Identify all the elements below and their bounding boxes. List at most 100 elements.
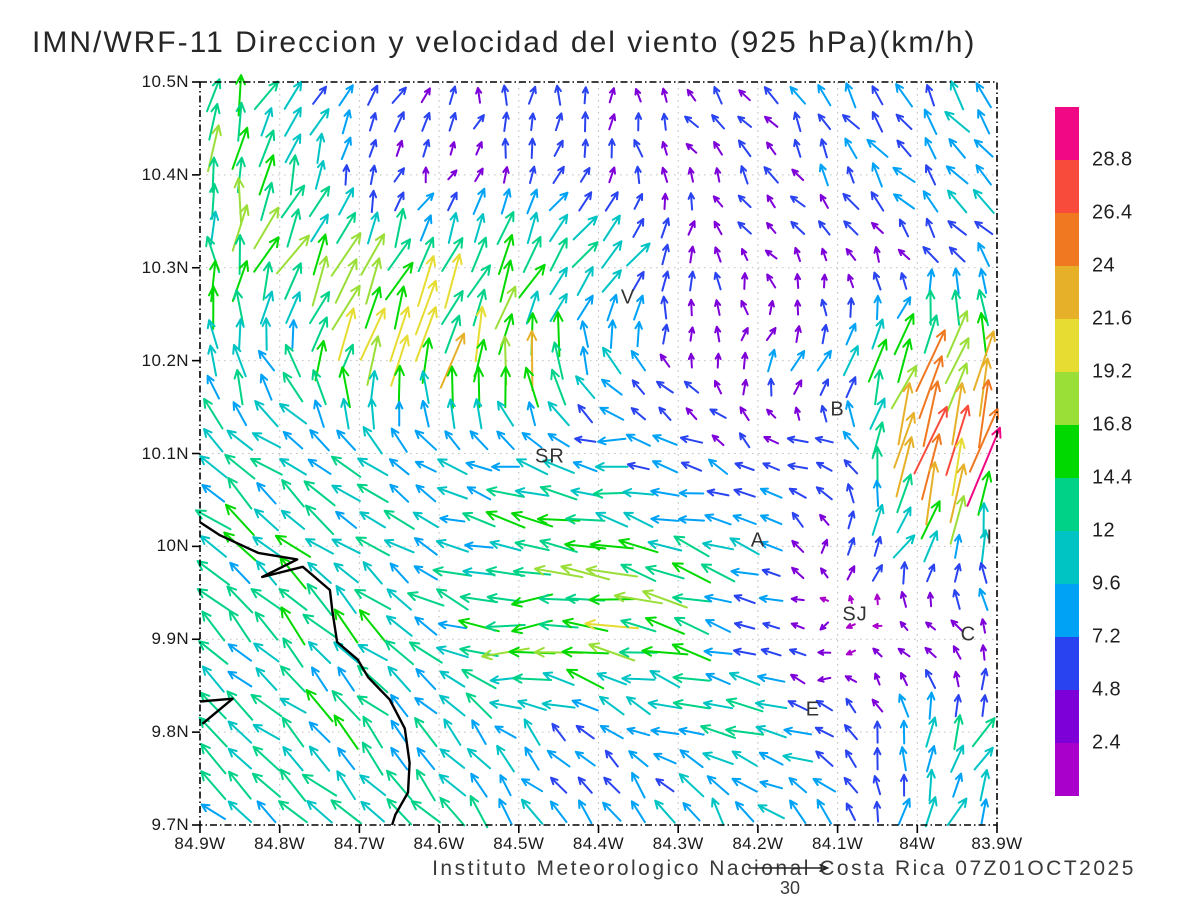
wind-arrow: [789, 86, 806, 105]
wind-arrow: [814, 726, 834, 738]
wind-arrow: [980, 694, 989, 717]
wind-arrow: [491, 462, 520, 472]
wind-arrow: [947, 220, 967, 236]
wind-arrow: [845, 749, 857, 768]
wind-arrow: [384, 639, 415, 666]
colorbar-segment: [1055, 266, 1079, 319]
wind-arrow: [415, 769, 436, 802]
wind-arrow: [705, 619, 731, 633]
wind-arrow: [620, 563, 657, 582]
wind-arrow: [499, 774, 512, 797]
wind-arrow: [226, 429, 254, 451]
wind-arrow: [925, 164, 937, 186]
wind-arrow: [562, 617, 609, 632]
wind-arrow: [494, 725, 517, 739]
wind-arrow: [702, 751, 734, 765]
wind-arrow: [869, 397, 886, 430]
wind-arrow: [520, 798, 544, 825]
wind-arrow: [541, 699, 576, 710]
wind-arrow: [253, 206, 280, 250]
wind-arrow: [765, 327, 777, 342]
wind-arrow: [652, 434, 678, 446]
wind-arrow: [976, 289, 989, 327]
wind-arrow: [706, 775, 730, 796]
wind-arrow: [972, 330, 996, 391]
wind-arrow: [789, 648, 807, 657]
wind-arrow: [575, 375, 596, 399]
wind-arrow: [356, 483, 389, 503]
wind-arrow: [816, 799, 833, 825]
wind-arrow: [926, 691, 936, 720]
wind-arrow: [687, 298, 695, 317]
wind-arrow: [438, 773, 467, 797]
wind-arrow: [758, 751, 784, 766]
wind-arrow: [845, 400, 856, 428]
wind-arrow: [466, 264, 491, 298]
wind-arrow: [523, 366, 540, 408]
wind-arrow: [516, 458, 549, 476]
x-tick-label: 84W: [899, 834, 936, 853]
wind-arrow: [601, 240, 623, 269]
wind-arrow: [759, 487, 783, 499]
wind-arrow: [470, 772, 488, 798]
wind-arrow: [763, 436, 779, 445]
wind-arrow: [336, 770, 356, 801]
wind-arrow: [923, 108, 938, 135]
wind-arrow: [282, 637, 304, 668]
wind-arrow: [227, 720, 253, 744]
wind-arrow: [462, 511, 496, 528]
wind-arrow: [975, 164, 992, 186]
wind-arrow: [641, 646, 689, 657]
wind-arrow: [439, 332, 466, 389]
wind-arrow: [549, 237, 568, 272]
wind-arrow: [496, 400, 515, 427]
wind-arrow: [261, 317, 271, 351]
wind-arrow: [354, 588, 392, 610]
wind-arrow: [820, 404, 828, 423]
wind-arrow: [439, 670, 466, 688]
wind-arrow: [412, 511, 439, 529]
wind-arrow: [282, 430, 304, 450]
wind-arrow: [550, 368, 567, 406]
wind-arrow: [331, 538, 361, 555]
wind-arrow: [336, 211, 357, 244]
wind-arrow: [357, 457, 389, 477]
wind-arrow: [414, 306, 438, 362]
wind-arrow: [359, 307, 386, 361]
wind-arrow: [923, 530, 939, 563]
wind-arrow: [416, 747, 436, 771]
wind-arrow: [688, 270, 696, 292]
wind-arrow: [845, 248, 857, 261]
colorbar-tick-label: 24: [1092, 254, 1116, 277]
wind-arrow: [819, 378, 829, 396]
wind-arrow: [280, 665, 306, 693]
wind-arrow: [871, 162, 883, 188]
wind-arrow: [576, 294, 594, 321]
wind-arrow: [258, 129, 276, 168]
wind-arrow: [714, 167, 722, 183]
wind-arrow: [873, 535, 883, 557]
wind-arrow: [897, 248, 911, 261]
wind-arrow: [951, 382, 966, 446]
wind-arrow: [459, 592, 499, 604]
wind-arrow: [816, 461, 833, 472]
wind-arrow: [390, 719, 408, 745]
colorbar-tick-label: 16.8: [1092, 413, 1133, 436]
wind-arrow: [953, 694, 962, 718]
wind-arrow: [847, 297, 855, 318]
wind-arrow: [415, 484, 437, 503]
wind-arrow: [626, 696, 651, 716]
wind-arrow: [843, 220, 859, 236]
wind-arrow: [414, 429, 437, 451]
wind-arrow: [536, 513, 581, 525]
wind-arrow: [946, 797, 968, 826]
wind-arrow: [200, 803, 226, 820]
wind-arrow: [408, 641, 443, 664]
wind-arrow: [897, 647, 911, 658]
wind-arrow: [791, 511, 804, 528]
wind-arrow: [595, 511, 629, 528]
wind-arrow: [757, 673, 786, 683]
wind-arrow: [276, 234, 310, 275]
wind-arrow: [355, 536, 390, 557]
